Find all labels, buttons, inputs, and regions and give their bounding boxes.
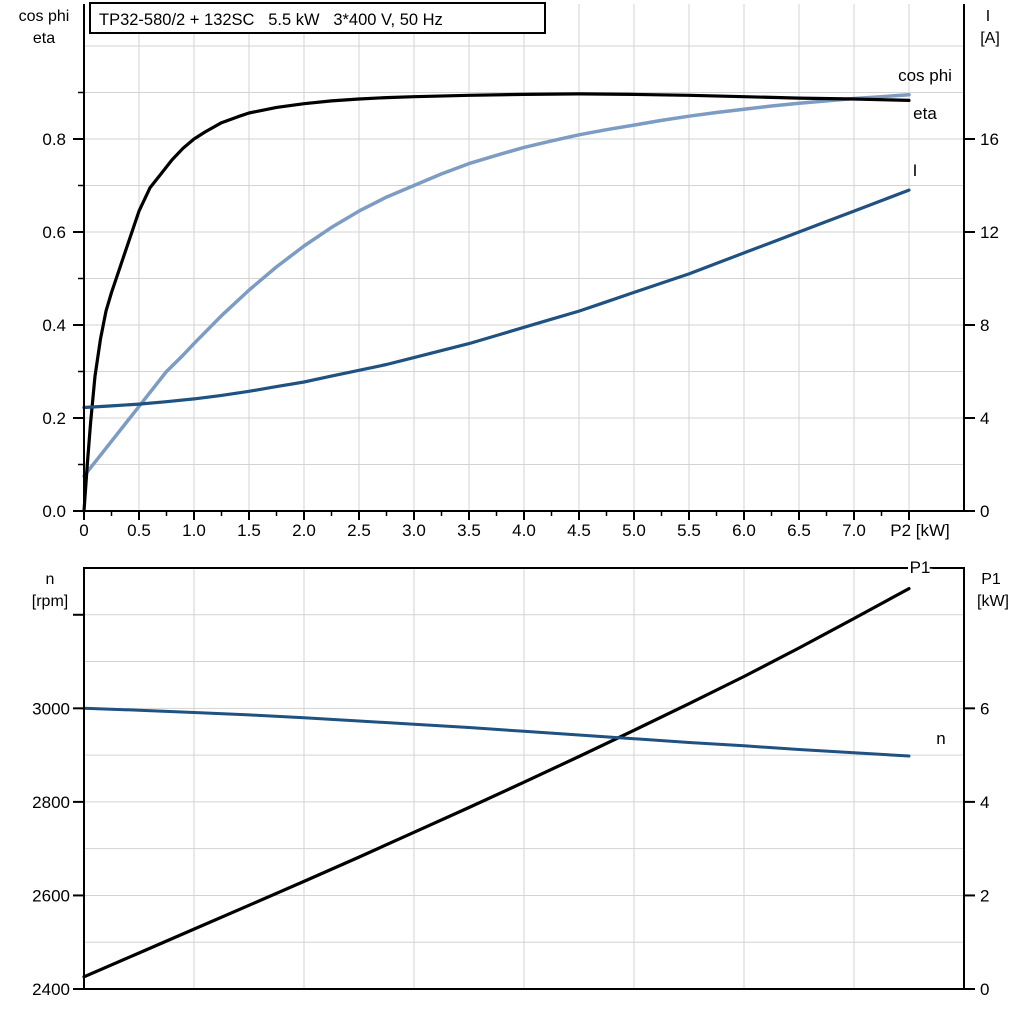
bottom-right-axis-title-p1: P1 (981, 571, 1001, 588)
x-tick-label: 0 (79, 521, 88, 540)
top-chart-curves (82, 92, 911, 513)
y-right-tick-label: 6 (980, 699, 989, 718)
x-tick-label: 2.0 (292, 521, 316, 540)
y-right-tick-label: 12 (980, 223, 999, 242)
x-axis-unit-label-p2-kw: P2 [kW] (890, 521, 950, 540)
y-right-tick-label: 16 (980, 130, 999, 149)
chart-title-box-border (89, 2, 546, 34)
y-right-tick-label: 2 (980, 886, 989, 905)
y-left-tick-label: 0.0 (42, 502, 66, 521)
curve-eta (82, 92, 911, 513)
x-tick-label: 5.5 (677, 521, 701, 540)
top-right-axis-title-current: I (986, 8, 990, 25)
y-left-tick-label: 0.8 (42, 130, 66, 149)
y-right-tick-label: 0 (980, 980, 989, 999)
y-right-tick-label: 4 (980, 793, 989, 812)
top-left-axis-title-cos-phi: cos phi (19, 8, 70, 25)
tick-labels: 0 0.5 1.0 1.5 2.0 2.5 3.0 3.5 4.0 4.5 5.0 5.5 6.0 6.5… (32, 130, 999, 999)
bottom-right-axis-title-kw-unit: [kW] (977, 593, 1009, 610)
curve-label-eta: eta (913, 104, 937, 123)
top-right-axis-title-ampere-unit: [A] (980, 30, 1000, 47)
x-tick-label: 5.0 (622, 521, 646, 540)
bottom-left-axis-title-rpm-unit: [rpm] (32, 593, 68, 610)
y-left-tick-label: 2400 (32, 980, 70, 999)
x-tick-label: 1.0 (182, 521, 206, 540)
curve-label-cos-phi: cos phi (898, 66, 952, 85)
x-tick-label: 1.5 (237, 521, 261, 540)
curve-label-n: n (936, 729, 945, 748)
y-right-tick-label: 8 (980, 316, 989, 335)
bottom-panel-frame (83, 567, 965, 990)
y-left-tick-label: 2600 (32, 886, 70, 905)
x-tick-label: 7.0 (842, 521, 866, 540)
axis-lines-and-ticks (73, 4, 975, 990)
x-tick-label: 4.5 (567, 521, 591, 540)
bottom-chart-curves (82, 586, 911, 979)
curve-P1 (82, 586, 911, 979)
top-left-axis-title-eta: eta (33, 30, 55, 47)
chart-title-text: TP32-580/2 + 132SC 5.5 kW 3*400 V, 50 Hz (99, 11, 443, 29)
x-tick-label: 3.5 (457, 521, 481, 540)
curve-cos-phi (82, 93, 911, 478)
y-left-tick-label: 2800 (32, 793, 70, 812)
top-chart-gridlines (84, 4, 964, 511)
y-left-tick-label: 0.6 (42, 223, 66, 242)
x-tick-label: 6.5 (787, 521, 811, 540)
y-left-tick-label: 0.2 (42, 409, 66, 428)
bottom-left-axis-title-speed: n (46, 571, 55, 588)
x-tick-label: 0.5 (127, 521, 151, 540)
curve-label-current: I (913, 161, 918, 180)
y-right-tick-label: 0 (980, 502, 989, 521)
curve-n (82, 706, 911, 758)
x-tick-label: 4.0 (512, 521, 536, 540)
y-left-tick-label: 0.4 (42, 316, 66, 335)
curve-label-p1: P1 (910, 558, 931, 577)
y-right-tick-label: 4 (980, 409, 989, 428)
bottom-chart-gridlines (84, 568, 964, 989)
chart-title-box: TP32-580/2 + 132SC 5.5 kW 3*400 V, 50 Hz (89, 2, 546, 34)
x-tick-label: 3.0 (402, 521, 426, 540)
curve-I (82, 188, 911, 410)
y-left-tick-label: 3000 (32, 699, 70, 718)
x-tick-label: 6.0 (732, 521, 756, 540)
x-tick-label: 2.5 (347, 521, 371, 540)
